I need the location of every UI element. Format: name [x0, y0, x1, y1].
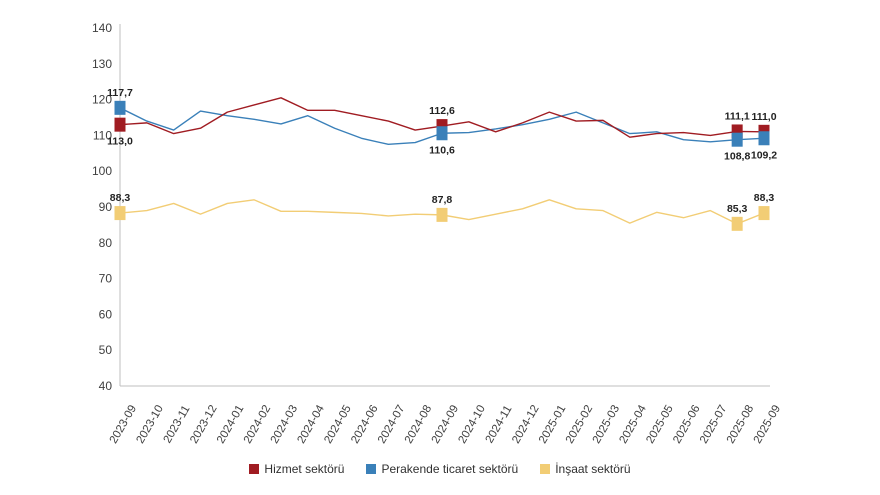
chart-legend: Hizmet sektörü Perakende ticaret sektörü İ… — [0, 462, 880, 476]
legend-swatch — [366, 464, 377, 474]
chart-series-markers — [114, 100, 770, 231]
legend-label: Perakende ticaret sektörü — [381, 462, 519, 476]
data-label: 111,0 — [751, 111, 776, 123]
data-label: 111,1 — [725, 110, 750, 122]
y-tick-label: 40 — [99, 379, 113, 393]
series-2-marker — [114, 206, 126, 221]
series-1-marker — [436, 126, 448, 141]
legend-item-2: İnşaat sektörü — [540, 462, 631, 476]
y-tick-label: 80 — [99, 236, 113, 250]
data-label: 87,8 — [432, 194, 453, 206]
data-label: 109,2 — [751, 149, 777, 161]
y-tick-label: 100 — [92, 164, 112, 178]
y-tick-label: 110 — [93, 128, 112, 142]
y-tick-label: 50 — [99, 343, 113, 357]
legend-swatch — [540, 464, 551, 474]
chart-axes: 4050607080901001101201301402023-092023-1… — [92, 21, 783, 446]
y-tick-label: 120 — [92, 93, 112, 107]
series-2-marker — [436, 207, 448, 222]
data-label: 117,7 — [107, 87, 133, 99]
data-label: 113,0 — [107, 136, 133, 148]
data-label: 88,3 — [754, 192, 775, 204]
series-1-marker — [731, 132, 743, 147]
y-tick-label: 60 — [99, 307, 113, 321]
data-label: 108,8 — [724, 151, 750, 163]
data-label: 88,3 — [110, 192, 131, 204]
legend-label: İnşaat sektörü — [555, 462, 631, 476]
y-tick-label: 70 — [99, 272, 113, 286]
y-tick-label: 140 — [92, 21, 112, 35]
legend-swatch — [249, 464, 260, 474]
legend-label: Hizmet sektörü — [264, 462, 345, 476]
data-label: 85,3 — [727, 203, 748, 215]
series-2-marker — [731, 216, 743, 231]
chart-data-labels: 113,0 112,6 111,1 111,0 117,7 110,6 108,8 109,2… — [107, 87, 777, 215]
data-label: 110,6 — [429, 144, 455, 156]
series-1-marker — [114, 100, 126, 115]
series-2-marker — [758, 206, 770, 221]
y-tick-label: 130 — [92, 57, 112, 71]
data-label: 112,6 — [429, 105, 455, 117]
legend-item-1: Perakende ticaret sektörü — [366, 462, 518, 476]
x-tick-label: 2025-09 — [752, 403, 784, 446]
legend-item-0: Hizmet sektörü — [249, 462, 344, 476]
series-0-marker — [731, 124, 743, 139]
series-1-marker — [758, 131, 770, 146]
series-0-marker — [114, 117, 126, 132]
series-0-marker — [436, 119, 448, 134]
y-tick-label: 90 — [99, 200, 113, 214]
